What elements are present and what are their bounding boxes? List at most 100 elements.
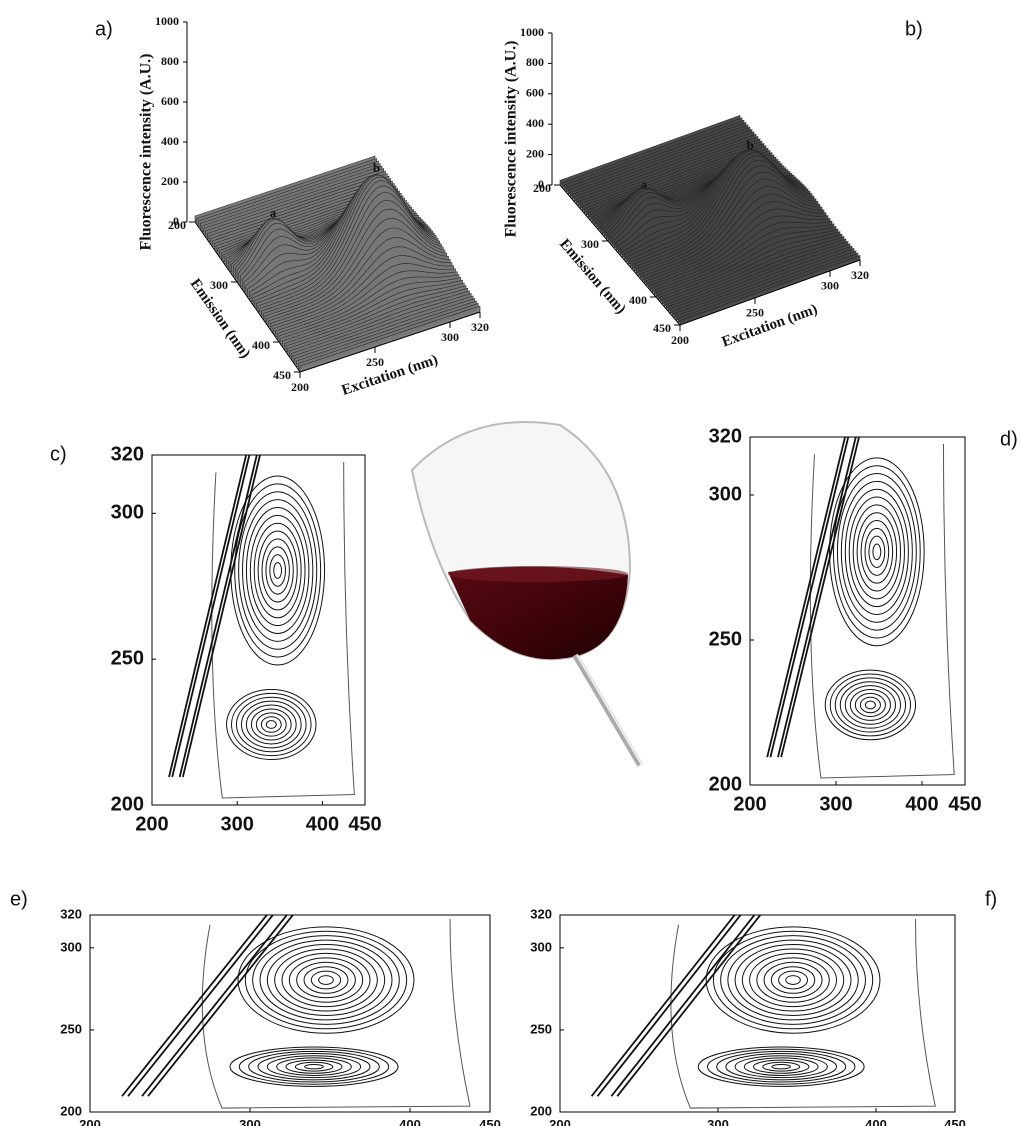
- panel-label: e): [10, 888, 28, 910]
- y-tick-label: 320: [111, 443, 144, 465]
- contour-line: [310, 970, 342, 990]
- surface: [194, 155, 481, 373]
- contour-line: [762, 1061, 801, 1072]
- contour-line: [839, 681, 902, 729]
- contour-line: [244, 930, 408, 1030]
- contour-line: [318, 975, 334, 985]
- contour-line: [276, 1057, 352, 1076]
- scatter-band: [766, 437, 846, 758]
- contours: [590, 915, 936, 1109]
- contour-line: [753, 1059, 810, 1074]
- x-tick-label: 200: [549, 1117, 571, 1126]
- contour-line: [249, 514, 306, 627]
- panel-label: f): [985, 888, 997, 910]
- excitation-axis: [299, 311, 481, 373]
- z-tick-label: 1000: [155, 14, 179, 28]
- contour-line: [809, 443, 955, 779]
- z-tick-label: 400: [161, 134, 179, 148]
- contour-line: [255, 712, 287, 737]
- y-tick-label: 250: [60, 1021, 82, 1036]
- x-tick-label: 200: [733, 793, 766, 815]
- contour-line: [836, 473, 917, 631]
- contour-line: [864, 527, 890, 576]
- contour-line: [844, 488, 909, 615]
- plot-frame: [559, 914, 956, 1113]
- contour-line: [727, 939, 859, 1021]
- x-tick-label: 300: [239, 1117, 261, 1126]
- contour-line: [226, 689, 317, 760]
- contour-line: [266, 1055, 362, 1079]
- contour-line: [259, 939, 393, 1021]
- z-tick-label: 200: [161, 174, 179, 188]
- contour-line: [743, 1057, 819, 1076]
- peak-annotation: a: [270, 205, 277, 220]
- x-tick-label: 300: [707, 1117, 729, 1126]
- contour-line: [829, 673, 912, 737]
- scatter-band: [171, 455, 251, 778]
- scatter-band: [610, 915, 756, 1097]
- contour-line: [273, 562, 283, 579]
- surface: [559, 115, 861, 326]
- z-axis-label: Fluorescence intensity (A.U.): [503, 41, 520, 238]
- excitation-tick-label: 320: [851, 268, 869, 282]
- contour-line: [248, 1050, 380, 1083]
- excitation-axis-label: Excitation (nm): [340, 352, 440, 399]
- y-tick-label: 200: [111, 793, 144, 815]
- y-tick-label: 200: [60, 1103, 82, 1118]
- contour-line: [872, 543, 882, 561]
- emission-tick-label: 450: [653, 321, 671, 335]
- contour-line: [705, 926, 881, 1034]
- panel-label: b): [905, 18, 923, 40]
- z-tick-label: 600: [526, 86, 544, 100]
- excitation-tick-label: 200: [671, 333, 689, 347]
- plot-frame: [749, 436, 966, 786]
- peak-annotation: b: [373, 160, 380, 175]
- contour-line: [670, 918, 936, 1109]
- contour-line: [235, 696, 307, 753]
- contour-line: [281, 952, 371, 1008]
- panel-label: d): [1000, 428, 1018, 450]
- contour-line: [238, 491, 318, 650]
- contour-line: [269, 554, 286, 587]
- contour-line: [266, 944, 386, 1016]
- y-tick-label: 320: [530, 906, 552, 921]
- x-tick-label: 200: [79, 1117, 101, 1126]
- z-tick-label: 800: [161, 54, 179, 68]
- contours: [121, 915, 471, 1109]
- plot-frame: [151, 454, 366, 806]
- scatter-band: [127, 915, 275, 1097]
- scatter-band: [141, 915, 289, 1097]
- scatter-band: [121, 915, 269, 1097]
- contour-line: [260, 716, 282, 733]
- contour-line: [234, 483, 322, 658]
- x-tick-label: 450: [348, 813, 381, 835]
- plot-frame: [89, 914, 491, 1113]
- excitation-tick-label: 320: [471, 320, 489, 334]
- peak-annotation: b: [747, 138, 754, 153]
- contour-line: [829, 457, 925, 647]
- emission-tick-label: 200: [533, 181, 551, 195]
- scatter-band: [147, 915, 295, 1097]
- contour-line: [211, 461, 355, 799]
- contour-line: [734, 944, 852, 1016]
- contour-line: [245, 507, 310, 634]
- excitation-tick-label: 250: [366, 355, 384, 369]
- contour-line: [840, 480, 913, 623]
- z-tick-label: 1000: [520, 25, 544, 39]
- contour-line: [265, 546, 290, 595]
- emission-axis: [559, 184, 681, 326]
- wine-glass: [410, 421, 643, 767]
- emission-tick-label: 300: [210, 278, 228, 292]
- contour-line: [844, 685, 896, 725]
- x-tick-label: 450: [479, 1117, 501, 1126]
- contour-line: [864, 700, 876, 710]
- surface-slice: [299, 305, 481, 373]
- contour-line: [763, 961, 823, 999]
- surface-slice: [679, 255, 861, 326]
- contour-line: [834, 677, 907, 733]
- contour-line: [261, 538, 294, 603]
- scatter-band: [182, 455, 261, 778]
- contours: [168, 455, 355, 799]
- contour-line: [294, 1061, 334, 1072]
